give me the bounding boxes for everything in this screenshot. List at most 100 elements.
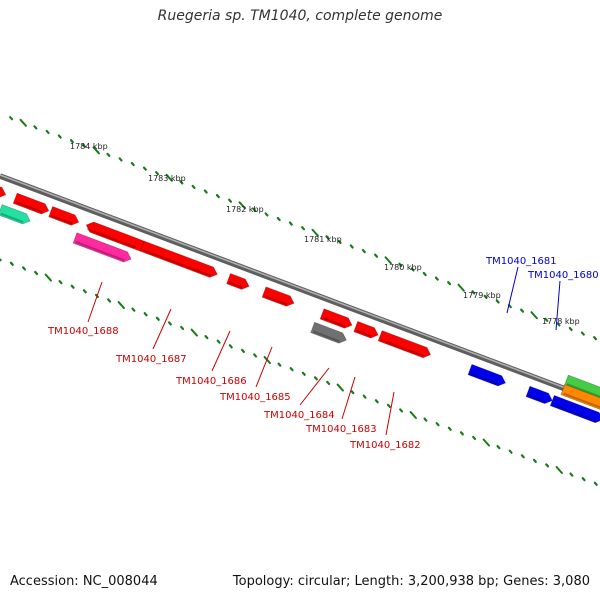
backbone-highlight <box>0 174 600 402</box>
inner-tick <box>289 367 294 372</box>
inner-tick <box>386 403 391 408</box>
inner-tick <box>301 371 306 376</box>
inner-tick <box>508 449 513 454</box>
outer-tick <box>568 326 573 332</box>
outer-tick <box>495 299 500 304</box>
backbone-line <box>0 173 600 405</box>
kbp-markers: 1784 kbp 1783 kbp 1782 kbp 1781 kbp 1780 kbp… <box>70 142 580 326</box>
gene-labels: TM1040_1688 TM1040_1687 TM1040_1686 TM1040_… <box>47 256 599 451</box>
inner-tick <box>532 458 537 463</box>
gene-arrow <box>0 204 31 225</box>
inner-tick <box>409 411 417 420</box>
gene-arrow <box>48 205 80 226</box>
gene-leader-line <box>87 281 103 323</box>
inner-tick <box>447 426 452 431</box>
gene-arrow-shade <box>566 383 600 398</box>
gene-arrow-shade <box>528 394 546 403</box>
outer-tick <box>447 281 452 286</box>
inner-tick <box>520 454 525 459</box>
gene-arrow <box>563 374 600 400</box>
outer-tick <box>82 143 87 148</box>
outer-tick <box>45 129 50 135</box>
inner-tick <box>240 348 245 353</box>
gene-arrow-shade <box>75 240 125 262</box>
gene-label: TM1040_1686 <box>175 376 247 387</box>
kbp-label: 1781 kbp <box>304 235 342 244</box>
gene-arrow <box>560 383 600 410</box>
inner-tick <box>34 270 39 276</box>
outer-tick <box>9 116 14 121</box>
inner-tick <box>70 284 75 289</box>
outer-tick-track <box>9 116 598 341</box>
gene-leader-line <box>255 346 273 388</box>
inner-tick <box>545 463 550 468</box>
outer-tick <box>483 294 488 300</box>
gene-arrow-shade <box>228 281 243 289</box>
outer-tick <box>106 152 111 157</box>
outer-tick <box>311 228 319 237</box>
gene-leader-line <box>152 308 172 350</box>
inner-tick <box>253 353 258 358</box>
gene-arrow-shade <box>552 403 597 422</box>
outer-tick <box>457 283 465 292</box>
outer-tick <box>361 248 366 254</box>
inner-tick <box>326 380 331 386</box>
inner-tick <box>180 325 185 331</box>
outer-tick <box>238 201 246 210</box>
gene-arrow-shade <box>86 228 136 249</box>
outer-tick <box>191 184 196 190</box>
gene-arrow <box>310 321 347 344</box>
gene-arrow-shade <box>264 295 288 306</box>
inner-tick <box>399 408 404 413</box>
outer-tick <box>203 189 208 194</box>
inner-tick <box>58 280 63 285</box>
genome-backbone <box>0 173 600 405</box>
gene-arrow <box>319 308 353 329</box>
outer-tick <box>142 166 147 171</box>
inner-tick <box>167 321 172 326</box>
outer-tick <box>288 221 293 226</box>
gene-arrow-shade <box>356 329 372 338</box>
gene-arrow <box>549 394 600 424</box>
gene-leader-line <box>341 376 356 420</box>
outer-tick <box>276 216 281 222</box>
kbp-label: 1783 kbp <box>148 174 186 183</box>
inner-tick <box>482 438 490 447</box>
gene-arrow <box>525 385 553 405</box>
inner-tick <box>569 472 574 477</box>
gene-label: TM1040_1681 <box>485 256 557 267</box>
gene-arrow <box>261 286 295 307</box>
inner-tick <box>9 261 14 266</box>
inner-tick <box>472 435 477 441</box>
inner-tick <box>336 383 344 392</box>
outer-tick <box>374 253 379 258</box>
topology-summary: Topology: circular; Length: 3,200,938 bp… <box>232 574 590 589</box>
gene-arrow <box>72 232 132 263</box>
gene-arrow-shade <box>142 249 211 277</box>
gene-leader-line <box>555 280 561 331</box>
inner-tick <box>190 328 198 337</box>
inner-tick <box>107 298 112 303</box>
outer-tick <box>130 161 135 167</box>
inner-tick <box>117 301 126 310</box>
gene-label: TM1040_1688 <box>47 326 119 337</box>
inner-tick <box>313 376 318 381</box>
outer-tick <box>422 271 427 277</box>
outer-tick <box>165 173 173 182</box>
outer-tick <box>155 171 160 176</box>
outer-tick <box>301 226 306 231</box>
gene-leader-line <box>385 391 395 436</box>
gene-arrow <box>85 221 145 252</box>
kbp-label: 1779 kbp <box>463 291 501 300</box>
inner-tick-track <box>0 257 598 486</box>
outer-tick <box>325 235 330 240</box>
gene-arrow-shade <box>15 201 43 214</box>
outer-tick <box>179 180 184 185</box>
outer-tick <box>593 336 598 341</box>
gene-arrow <box>0 186 7 198</box>
outer-tick <box>530 311 538 320</box>
kbp-label: 1780 kbp <box>384 263 422 272</box>
gene-label: TM1040_1684 <box>263 410 335 421</box>
outer-tick <box>520 308 525 313</box>
